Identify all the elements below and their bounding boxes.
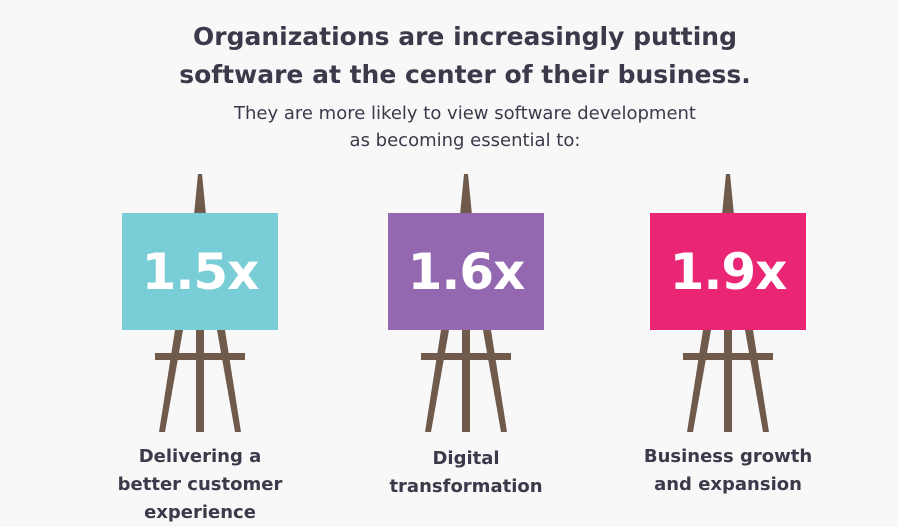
easel-1: 1.5x [115, 170, 285, 435]
easel-stand-icon [683, 174, 773, 432]
multiplier-value: 1.9x [669, 242, 788, 301]
caption-line: and expansion [654, 474, 802, 495]
multiplier-value: 1.6x [407, 242, 526, 301]
easel-board: 1.5x [122, 213, 278, 330]
caption-line: Digital [432, 448, 500, 469]
headline-line-1: Organizations are increasingly putting [193, 22, 737, 51]
caption-line: transformation [389, 476, 543, 497]
easel-stand-icon [155, 174, 245, 432]
caption-1: Delivering a better customer experience [100, 443, 300, 527]
caption-3: Business growth and expansion [618, 443, 838, 499]
easel-board: 1.9x [650, 213, 806, 330]
caption-line: experience [144, 502, 256, 523]
easel-stand-icon [421, 174, 511, 432]
easel-board: 1.6x [388, 213, 544, 330]
subheadline-line-2: as becoming essential to: [349, 130, 581, 151]
caption-line: Delivering a [138, 446, 262, 467]
easel-2: 1.6x [381, 170, 551, 435]
caption-line: Business growth [643, 446, 813, 467]
caption-line: better customer [117, 474, 283, 495]
subheadline: They are more likely to view software de… [0, 100, 898, 154]
easel-3: 1.9x [643, 170, 813, 435]
subheadline-line-1: They are more likely to view software de… [234, 103, 696, 124]
caption-2: Digital transformation [366, 445, 566, 501]
headline-line-2: software at the center of their business… [179, 60, 751, 89]
headline: Organizations are increasingly putting s… [0, 18, 898, 94]
multiplier-value: 1.5x [141, 242, 260, 301]
